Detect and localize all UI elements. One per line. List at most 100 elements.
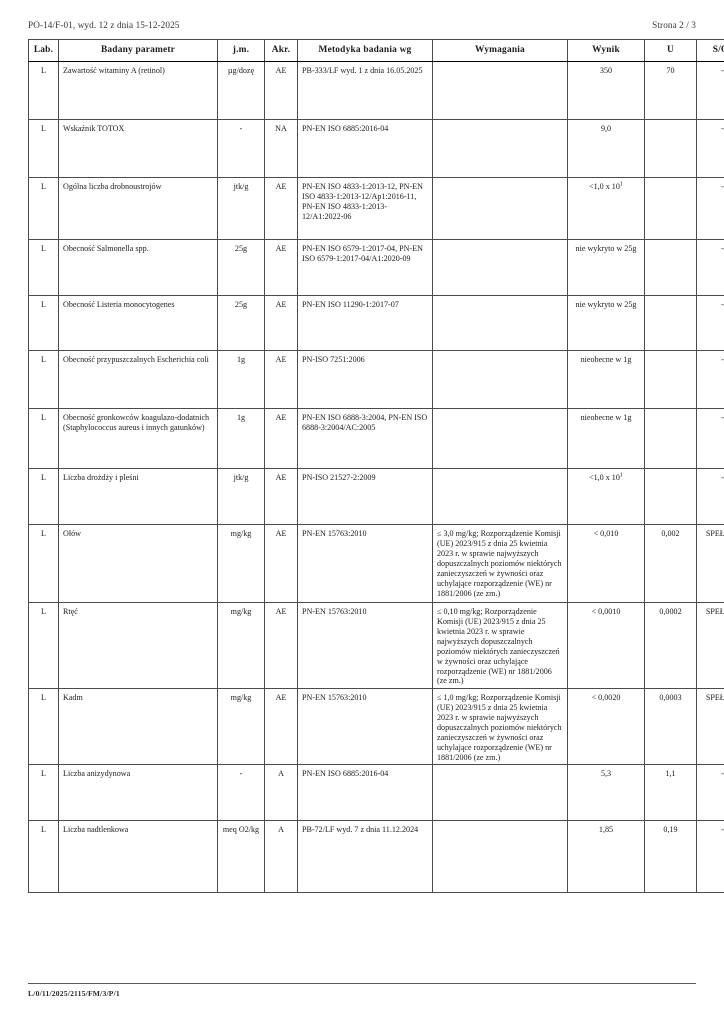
table-row: L Wskaźnik TOTOX - NA PN-EN ISO 6885:2016-04…	[28, 119, 724, 179]
cell-lab: L	[28, 602, 59, 690]
cell-wym: ≤ 1,0 mg/kg; Rozporządzenie Komisji (UE)…	[432, 688, 568, 766]
cell-param: Obecność Listeria monocytogenes	[58, 295, 218, 352]
cell-met: PN-EN ISO 6888-3:2004, PN-EN ISO 6888-3:…	[297, 408, 433, 470]
cell-jm: -	[217, 119, 265, 179]
cell-wym: ≤ 0,10 mg/kg; Rozporządzenie Komisji (UE…	[432, 602, 568, 690]
cell-u	[644, 350, 697, 410]
cell-jm: 1g	[217, 408, 265, 470]
cell-wym	[432, 119, 568, 179]
table-body: L Zawartość witaminy A (retinol) µg/dozę AE…	[28, 61, 724, 894]
cell-met: PN-EN ISO 11290-1:2017-07	[297, 295, 433, 352]
table-row: L Liczba anizydynowa - A PN-EN ISO 6885:2016…	[28, 764, 724, 822]
cell-soi: SPEŁNIA	[696, 602, 724, 690]
cell-wym: ≤ 3,0 mg/kg; Rozporządzenie Komisji (UE)…	[432, 524, 568, 604]
cell-wym	[432, 764, 568, 822]
cell-soi: -	[696, 61, 724, 121]
cell-met: PB-72/LF wyd. 7 z dnia 11.12.2024	[297, 820, 433, 894]
column-header-jm: j.m.	[217, 38, 265, 63]
cell-wynik: 9,0	[567, 119, 645, 179]
cell-akr: AE	[264, 239, 298, 297]
cell-soi: SPEŁNIA	[696, 688, 724, 766]
cell-lab: L	[28, 61, 59, 121]
column-header-akr: Akr.	[264, 38, 298, 63]
cell-soi: -	[696, 350, 724, 410]
cell-lab: L	[28, 820, 59, 894]
cell-akr: AE	[264, 688, 298, 766]
cell-met: PB-333/LF wyd. 1 z dnia 16.05.2025	[297, 61, 433, 121]
cell-met: PN-ISO 7251:2006	[297, 350, 433, 410]
cell-jm: jtk/g	[217, 177, 265, 241]
cell-wym	[432, 468, 568, 526]
cell-lab: L	[28, 177, 59, 241]
cell-akr: AE	[264, 61, 298, 121]
cell-u	[644, 408, 697, 470]
cell-met: PN-EN ISO 4833-1:2013-12, PN-EN ISO 4833…	[297, 177, 433, 241]
cell-wynik: < 0,0010	[567, 602, 645, 690]
column-header-met: Metodyka badania wg	[297, 38, 433, 63]
cell-wynik: 350	[567, 61, 645, 121]
cell-wym	[432, 820, 568, 894]
cell-wym	[432, 350, 568, 410]
cell-wynik: <1,0 x 101	[567, 468, 645, 526]
cell-met: PN-EN 15763:2010	[297, 524, 433, 604]
cell-wym	[432, 239, 568, 297]
cell-jm: jtk/g	[217, 468, 265, 526]
table-row: L Obecność przypuszczalnych Escherichia c…	[28, 350, 724, 410]
column-header-u: U	[644, 38, 697, 63]
cell-param: Obecność przypuszczalnych Escherichia co…	[58, 350, 218, 410]
cell-u	[644, 239, 697, 297]
cell-soi: -	[696, 177, 724, 241]
cell-jm: -	[217, 764, 265, 822]
table-row: L Ogólna liczba drobnoustrojów jtk/g AE PN-E…	[28, 177, 724, 241]
column-header-wynik: Wynik	[567, 38, 645, 63]
report-reference-number: L/0/11/2025/2115/FM/3/P/1	[28, 989, 120, 998]
cell-lab: L	[28, 764, 59, 822]
cell-u: 0,0002	[644, 602, 697, 690]
cell-wym	[432, 61, 568, 121]
cell-u	[644, 119, 697, 179]
cell-u: 70	[644, 61, 697, 121]
cell-param: Zawartość witaminy A (retinol)	[58, 61, 218, 121]
cell-wym	[432, 177, 568, 241]
cell-jm: 25g	[217, 239, 265, 297]
cell-jm: µg/dozę	[217, 61, 265, 121]
table-row: L Zawartość witaminy A (retinol) µg/dozę AE…	[28, 61, 724, 121]
column-header-wym: Wymagania	[432, 38, 568, 63]
cell-lab: L	[28, 239, 59, 297]
page-indicator: Strona 2 / 3	[652, 20, 696, 30]
cell-wym	[432, 295, 568, 352]
cell-akr: AE	[264, 295, 298, 352]
cell-akr: A	[264, 764, 298, 822]
cell-met: PN-EN 15763:2010	[297, 688, 433, 766]
cell-met: PN-EN ISO 6885:2016-04	[297, 764, 433, 822]
cell-lab: L	[28, 468, 59, 526]
cell-lab: L	[28, 688, 59, 766]
cell-param: Liczba nadtlenkowa	[58, 820, 218, 894]
table-row: L Liczba drożdży i pleśni jtk/g AE PN-ISO 21…	[28, 468, 724, 526]
cell-met: PN-EN ISO 6885:2016-04	[297, 119, 433, 179]
cell-lab: L	[28, 119, 59, 179]
cell-lab: L	[28, 295, 59, 352]
cell-param: Liczba drożdży i pleśni	[58, 468, 218, 526]
cell-lab: L	[28, 524, 59, 604]
cell-wym	[432, 408, 568, 470]
cell-param: Rtęć	[58, 602, 218, 690]
cell-akr: AE	[264, 524, 298, 604]
table-header-row: Lab. Badany parametr j.m. Akr. Metodyka …	[28, 38, 724, 63]
cell-wynik: 1,85	[567, 820, 645, 894]
cell-u: 0,19	[644, 820, 697, 894]
cell-u	[644, 295, 697, 352]
cell-wynik: < 0,010	[567, 524, 645, 604]
test-results-table: Lab. Badany parametr j.m. Akr. Metodyka …	[28, 38, 724, 894]
cell-soi: -	[696, 295, 724, 352]
cell-akr: AE	[264, 602, 298, 690]
cell-akr: A	[264, 820, 298, 894]
cell-soi: -	[696, 820, 724, 894]
table-row: L Obecność Listeria monocytogenes 25g AE PN-…	[28, 295, 724, 352]
cell-akr: NA	[264, 119, 298, 179]
cell-u: 1,1	[644, 764, 697, 822]
table-row: L Kadm mg/kg AE PN-EN 15763:2010 ≤ 1,0 mg/kg;…	[28, 688, 724, 766]
cell-wynik: nieobecne w 1g	[567, 408, 645, 470]
cell-lab: L	[28, 350, 59, 410]
cell-jm: 1g	[217, 350, 265, 410]
